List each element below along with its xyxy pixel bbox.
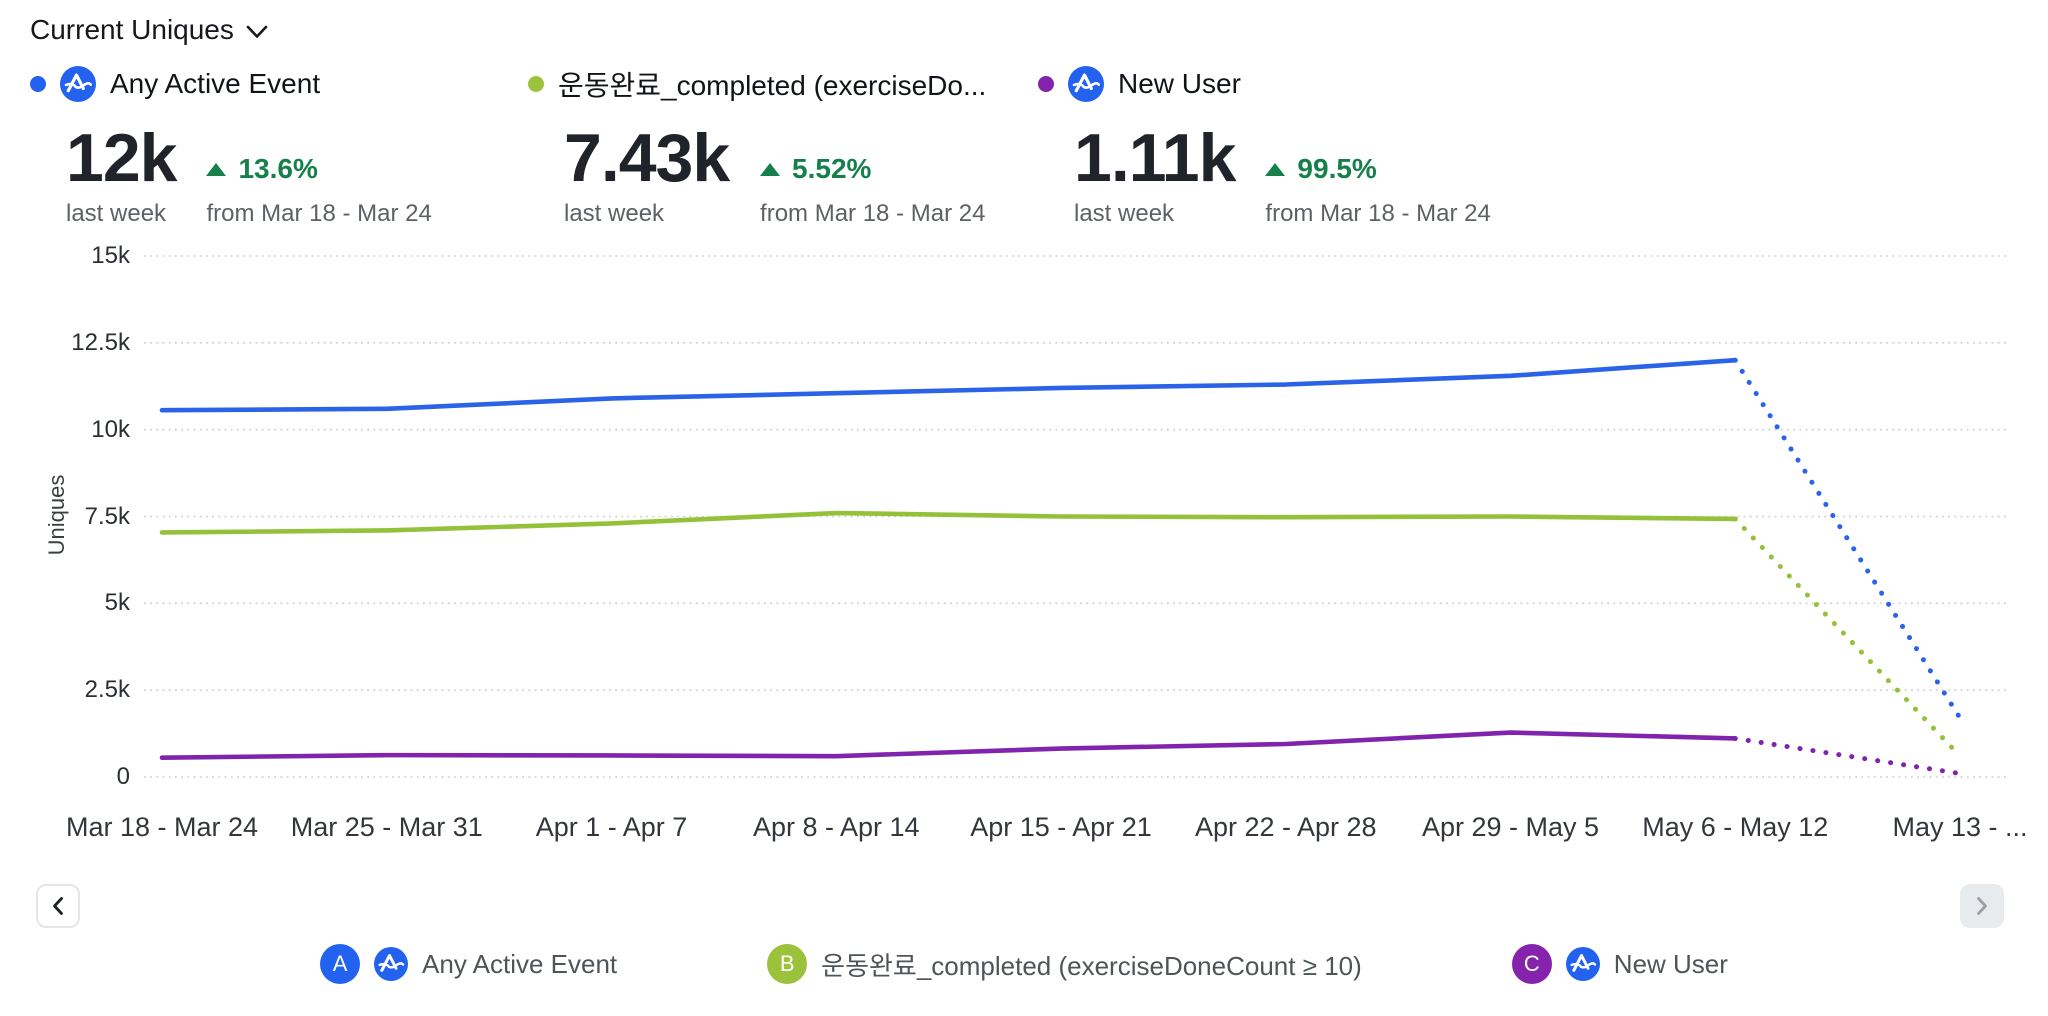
chart-legend: A Any Active Event B 운동완료_completed (exe… <box>0 944 2048 984</box>
card-compare-range: from Mar 18 - Mar 24 <box>1265 200 1491 227</box>
legend-item-exercise-completed[interactable]: B 운동완료_completed (exerciseDoneCount ≥ 10… <box>767 944 1362 984</box>
series-dot <box>528 76 544 92</box>
amplitude-logo-icon <box>1565 947 1600 981</box>
card-series-name: Any Active Event <box>110 68 321 99</box>
y-axis-tick-label: 5k <box>104 589 130 617</box>
series-dot <box>30 76 46 92</box>
series-line-partial-New User[interactable] <box>1732 735 1963 777</box>
card-value: 12k <box>66 120 177 196</box>
series-line-New User[interactable] <box>159 730 1738 760</box>
x-axis-tick-label: Mar 18 - Mar 24 <box>65 812 259 842</box>
series-line-운동완료_completed (exerciseDoneCount ≥ 10)[interactable] <box>159 510 1738 535</box>
y-axis-tick-label: 0 <box>116 763 130 790</box>
legend-badge-b: B <box>767 944 808 984</box>
card-compare-range: from Mar 18 - Mar 24 <box>206 200 432 227</box>
y-axis-tick-label: 15k <box>91 242 130 269</box>
metric-type-label: Current Uniques <box>30 14 234 45</box>
chevron-down-icon <box>246 25 268 38</box>
legend-label: Any Active Event <box>422 948 618 979</box>
metric-card-new-user[interactable]: New User 1.11k 99.5% last week from Mar … <box>1038 62 1491 228</box>
triangle-up-icon <box>760 162 781 176</box>
card-delta: 99.5% <box>1265 146 1490 192</box>
x-axis-tick-label: Apr 15 - Apr 21 <box>970 812 1152 842</box>
x-axis-tick-label: Apr 8 - Apr 14 <box>752 812 920 842</box>
chevron-left-icon <box>53 897 63 915</box>
triangle-up-icon <box>206 162 227 176</box>
card-value: 1.11k <box>1074 120 1236 196</box>
series-line-partial-운동완료_completed (exerciseDoneCount ≥ 10)[interactable] <box>1732 516 1963 759</box>
x-axis-tick-label: Apr 22 - Apr 28 <box>1194 812 1377 842</box>
chevron-right-icon <box>1977 897 1987 915</box>
legend-label: New User <box>1613 948 1728 979</box>
legend-badge-a: A <box>320 944 361 984</box>
triangle-up-icon <box>1265 162 1286 176</box>
legend-item-new-user[interactable]: C New User <box>1511 944 1728 984</box>
x-axis-tick-label: Apr 1 - Apr 7 <box>535 812 688 842</box>
y-axis-tick-label: 10k <box>91 415 130 443</box>
amplitude-logo-icon <box>1068 66 1104 102</box>
metric-card-any-active-event[interactable]: Any Active Event 12k 13.6% last week fro… <box>30 62 432 228</box>
x-axis-tick-label: Apr 29 - May 5 <box>1421 812 1600 842</box>
series-line-partial-Any Active Event[interactable] <box>1732 357 1963 721</box>
amplitude-logo-icon <box>374 947 409 981</box>
x-axis-tick-label: May 13 - ... <box>1892 812 2028 842</box>
legend-item-any-active-event[interactable]: A Any Active Event <box>320 944 617 984</box>
series-dot <box>1038 76 1054 92</box>
card-delta: 13.6% <box>206 146 431 192</box>
y-axis-tick-label: 12.5k <box>71 328 130 356</box>
card-series-name: 운동완료_completed (exerciseDo... <box>558 70 987 101</box>
metric-card-exercise-completed[interactable]: 운동완료_completed (exerciseDo... 7.43k 5.52… <box>528 62 986 228</box>
card-delta-percent: 5.52% <box>792 153 872 184</box>
card-delta-percent: 13.6% <box>238 153 318 184</box>
card-period: last week <box>564 200 665 227</box>
card-period: last week <box>1074 200 1175 227</box>
card-value: 7.43k <box>564 120 730 196</box>
x-axis-tick-label: Mar 25 - Mar 31 <box>290 812 483 842</box>
card-delta-percent: 99.5% <box>1297 153 1377 184</box>
card-delta: 5.52% <box>760 146 986 192</box>
series-line-Any Active Event[interactable] <box>159 357 1738 413</box>
card-series-name: New User <box>1118 68 1241 99</box>
card-period: last week <box>66 200 167 227</box>
metric-type-dropdown[interactable]: Current Uniques <box>30 14 268 46</box>
y-axis-tick-label: 2.5k <box>84 676 130 704</box>
y-axis-tick-label: 7.5k <box>84 502 130 530</box>
next-page-button[interactable] <box>1960 884 2004 928</box>
legend-label: 운동완료_completed (exerciseDoneCount ≥ 10) <box>821 950 1362 981</box>
legend-badge-c: C <box>1511 944 1552 984</box>
line-chart-plot-area[interactable] <box>140 250 2010 795</box>
amplitude-logo-icon <box>60 66 96 102</box>
previous-page-button[interactable] <box>36 884 80 928</box>
x-axis-tick-label: May 6 - May 12 <box>1642 812 1829 842</box>
card-compare-range: from Mar 18 - Mar 24 <box>760 200 986 227</box>
